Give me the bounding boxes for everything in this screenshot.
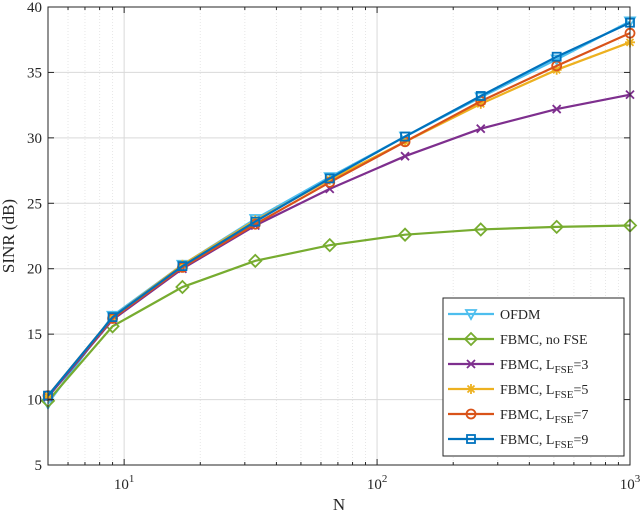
y-tick-label: 30: [27, 131, 42, 147]
x-axis-label: N: [333, 495, 345, 514]
y-tick-label: 5: [35, 458, 43, 474]
legend-marker: [465, 408, 477, 420]
legend: OFDM FBMC, no FSE FBMC, LFSE=3 FBMC, LFSE=5…: [442, 297, 625, 457]
data-point: [324, 173, 335, 184]
data-point: [400, 131, 410, 142]
plot-frame: [47, 6, 631, 466]
y-tick-label: 40: [27, 0, 42, 16]
data-point: [177, 261, 188, 271]
legend-marker: [466, 384, 476, 394]
y-tick-label: 20: [27, 262, 42, 278]
legend-entry: FBMC, LFSE=7: [448, 408, 588, 426]
data-point: [324, 174, 335, 185]
data-point: [475, 91, 486, 101]
data-point: [322, 237, 338, 253]
legend-marker: [466, 434, 476, 444]
data-point: [107, 312, 118, 323]
legend-entry: OFDM: [448, 308, 541, 323]
data-point: [250, 216, 261, 227]
legend-marker: [463, 331, 479, 347]
data-point: [248, 253, 263, 269]
legend-entry: FBMC, LFSE=9: [448, 433, 588, 451]
data-point: [397, 227, 413, 242]
legend-entry: FBMC, LFSE=3: [448, 358, 588, 376]
data-point: [552, 104, 562, 114]
ticks: 5 10 15 20 25 30 35 40 101 102 103: [27, 0, 640, 493]
series-line: [47, 21, 631, 397]
series-layer: [40, 16, 638, 411]
legend-label: FBMC, LFSE=7: [500, 408, 588, 426]
legend-box: [442, 297, 625, 457]
y-tick-label: 10: [27, 393, 42, 409]
y-tick-label: 35: [27, 65, 42, 81]
y-tick-label: 25: [27, 196, 42, 212]
x-tick-label: 101: [114, 473, 135, 493]
x-tick-label: 102: [367, 473, 388, 493]
legend-marker: [466, 359, 476, 369]
legend-label: FBMC, no FSE: [500, 333, 588, 348]
y-tick-label: 15: [27, 327, 42, 343]
data-point: [400, 151, 410, 161]
x-tick-label: 103: [620, 473, 640, 493]
data-point: [473, 222, 489, 237]
data-point: [475, 98, 486, 109]
series-line: [47, 224, 631, 402]
data-point: [549, 219, 564, 235]
data-point: [175, 279, 190, 295]
legend-label: FBMC, LFSE=5: [500, 383, 588, 401]
y-axis-label: SINR (dB): [0, 199, 18, 273]
data-point: [551, 51, 562, 62]
legend-entry: FBMC, LFSE=5: [448, 383, 588, 401]
legend-marker: [464, 309, 478, 321]
legend-label: FBMC, LFSE=3: [500, 358, 588, 376]
data-point: [476, 124, 486, 134]
legend-label: OFDM: [500, 308, 541, 323]
legend-label: FBMC, LFSE=9: [500, 433, 588, 451]
legend-entry: FBMC, no FSE: [448, 331, 588, 348]
data-point: [177, 259, 188, 270]
